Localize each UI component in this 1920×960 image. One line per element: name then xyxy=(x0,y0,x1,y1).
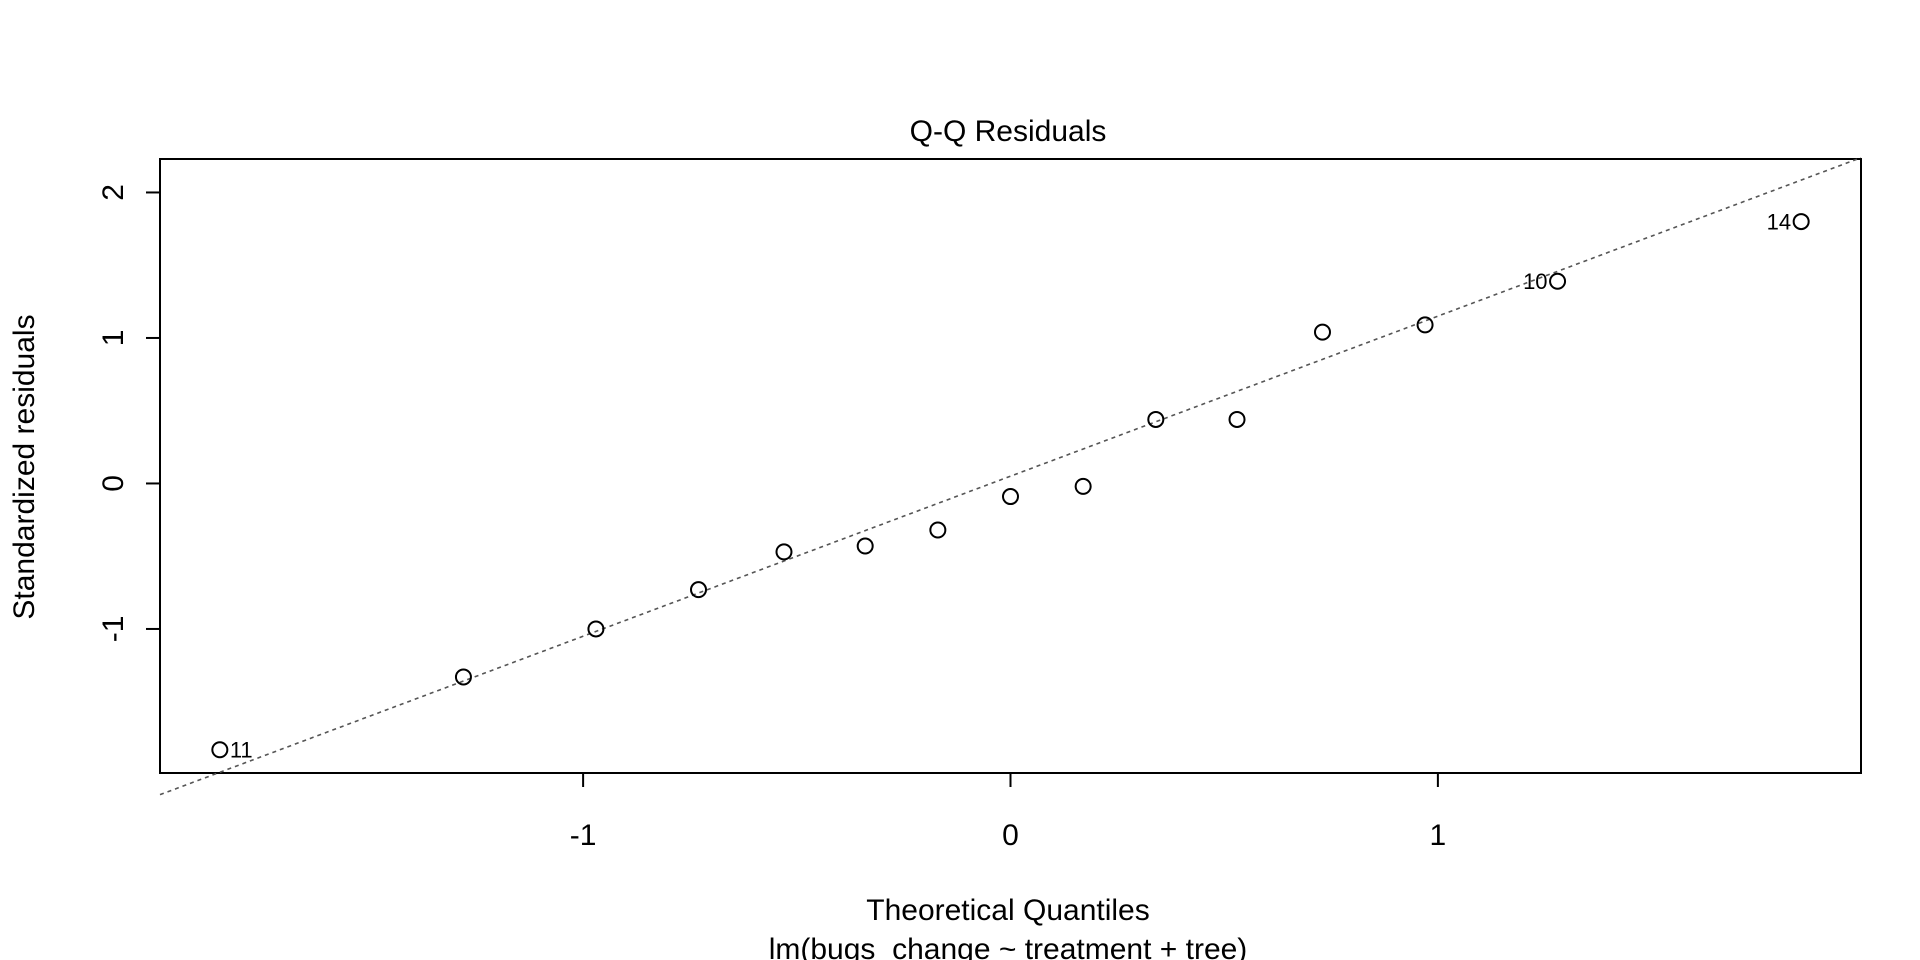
y-tick-label: -1 xyxy=(97,616,130,643)
y-tick-label: 0 xyxy=(97,475,130,492)
data-point xyxy=(690,581,708,599)
data-point xyxy=(211,741,229,759)
data-point xyxy=(929,521,947,539)
data-point xyxy=(1228,410,1246,428)
data-point xyxy=(775,543,793,561)
point-label: 14 xyxy=(1767,210,1791,235)
data-point xyxy=(1002,488,1019,506)
chart-title: Q-Q Residuals xyxy=(910,115,1107,148)
x-axis-label: Theoretical Quantiles xyxy=(866,894,1149,927)
data-point xyxy=(454,668,472,686)
x-tick-label: 1 xyxy=(1430,819,1447,852)
x-axis: -1 0 1 xyxy=(570,773,1446,852)
y-tick-label: 1 xyxy=(97,330,130,347)
plot-area: 11 10 14 xyxy=(159,156,1862,796)
data-point xyxy=(1792,213,1810,231)
y-axis: -1 0 1 2 xyxy=(97,184,160,642)
y-tick-label: 2 xyxy=(97,184,130,201)
x-tick-label: -1 xyxy=(570,819,597,852)
data-point xyxy=(856,537,874,555)
y-axis-label: Standardized residuals xyxy=(8,314,41,619)
x-axis-subtitle: lm(bugs_change ~ treatment + tree) xyxy=(769,933,1248,960)
data-point xyxy=(1074,477,1092,495)
data-point xyxy=(587,620,605,638)
x-tick-label: 0 xyxy=(1002,819,1019,852)
reference-line xyxy=(159,156,1862,796)
data-point xyxy=(1549,272,1567,290)
data-point xyxy=(1313,323,1331,341)
points-layer: 11 10 14 xyxy=(211,210,1810,763)
point-label: 10 xyxy=(1523,269,1547,294)
point-label: 11 xyxy=(230,738,253,763)
data-point xyxy=(1147,410,1165,428)
plot-frame xyxy=(159,158,1862,774)
data-point xyxy=(1416,316,1434,334)
